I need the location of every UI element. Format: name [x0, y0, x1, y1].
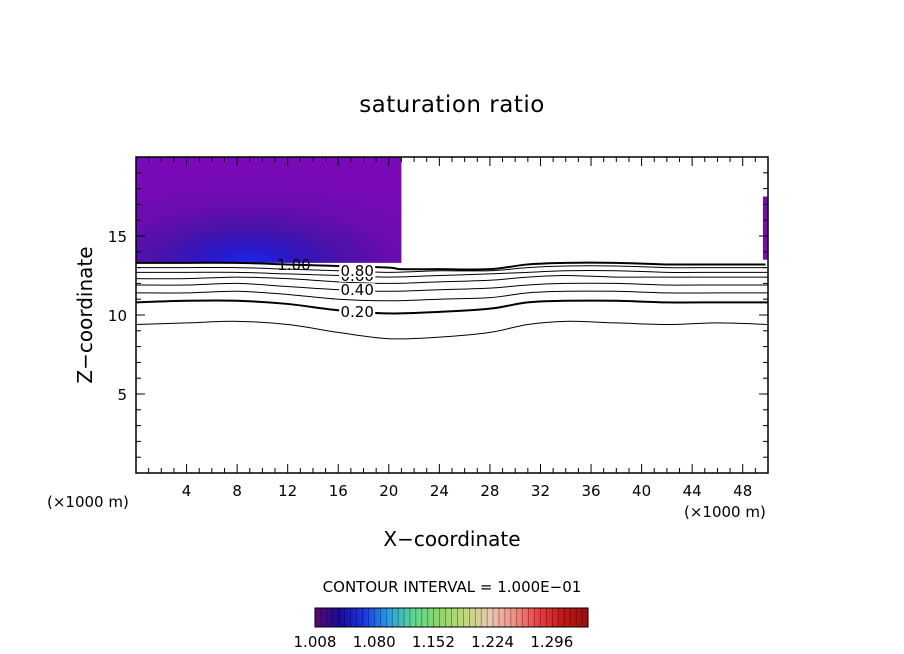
x-tick-label: 12 [278, 482, 297, 500]
x-axis-title: X−coordinate [383, 527, 520, 551]
colorbar-label: 1.080 [353, 633, 396, 651]
contour-label: 0.80 [340, 262, 373, 280]
colorbar-label: 1.224 [471, 633, 514, 651]
y-tick-labels: 5 10 15 [108, 228, 127, 404]
contour-line-4 [136, 274, 768, 284]
contour-labels: 0.200.400.600.801.00 [277, 256, 376, 321]
y-tick-label: 5 [117, 386, 127, 404]
x-tick-label: 16 [329, 482, 348, 500]
x-axis-units: (×1000 m) [684, 503, 766, 521]
contour-line-3 [136, 282, 768, 292]
x-tick-label: 48 [733, 482, 752, 500]
x-tick-label: 8 [232, 482, 242, 500]
x-tick-label: 40 [632, 482, 651, 500]
filled-region-left [136, 157, 402, 263]
colorbar-label: 1.296 [530, 633, 573, 651]
colorbar-frame [314, 607, 589, 628]
y-tick-label: 15 [108, 228, 127, 246]
colorbar-label: 1.152 [412, 633, 455, 651]
x-tick-labels: 4 8 12 16 20 24 28 32 36 40 44 48 [182, 482, 752, 500]
contour-interval-text: CONTOUR INTERVAL = 1.000E−01 [323, 578, 582, 596]
colorbar-labels: 1.008 1.080 1.152 1.224 1.296 [294, 633, 574, 651]
contour-label: 1.00 [277, 256, 310, 274]
y-axis-units: (×1000 m) [47, 493, 129, 511]
axis-ticks [136, 157, 768, 473]
x-tick-label: 4 [182, 482, 192, 500]
y-axis-title: Z−coordinate [73, 246, 97, 383]
x-tick-label: 28 [480, 482, 499, 500]
contour-label-bg [339, 283, 376, 297]
x-tick-label: 24 [430, 482, 449, 500]
contour-label: 0.40 [340, 281, 373, 299]
colorbar-stripes [320, 608, 583, 627]
filled-regions [136, 157, 768, 263]
x-tick-label: 20 [379, 482, 398, 500]
contour-line-7 [136, 261, 766, 271]
contour-line-0 [136, 320, 768, 340]
chart-title: saturation ratio [359, 92, 545, 118]
contour-lines [136, 261, 768, 340]
x-tick-label: 44 [683, 482, 702, 500]
y-tick-label: 10 [108, 307, 127, 325]
colorbar-label: 1.008 [294, 633, 337, 651]
filled-region-right [762, 196, 768, 260]
contour-label: 0.20 [340, 303, 373, 321]
x-tick-label: 32 [531, 482, 550, 500]
x-tick-label: 36 [581, 482, 600, 500]
contour-line-6 [136, 265, 768, 273]
contour-line-2 [136, 290, 768, 302]
contour-label-bg [339, 264, 376, 278]
contour-line-1 [136, 299, 768, 315]
contour-label-bg [339, 305, 376, 319]
colorbar [314, 607, 589, 628]
contour-line-5 [136, 270, 768, 278]
